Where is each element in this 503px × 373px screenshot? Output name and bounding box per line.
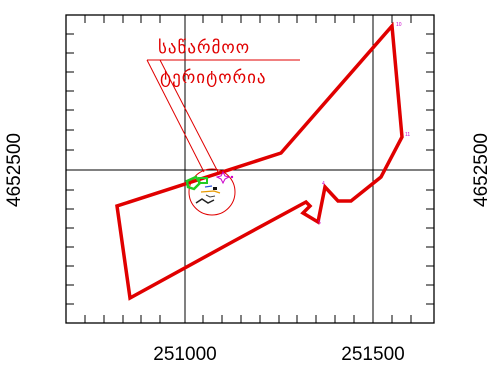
facility-star: [215, 170, 231, 185]
vertex-label-5: 5: [318, 220, 321, 226]
vertex-label-11: 11: [405, 132, 410, 138]
callout-leader-2: [159, 59, 219, 173]
x-tick-label-251500: 251500: [341, 344, 404, 365]
facility-path-blue: [204, 185, 213, 188]
facility-path-orange: [200, 190, 221, 194]
facility-dot: [230, 175, 234, 179]
territory-boundary: [115, 21, 404, 301]
y-tick-label-right: 4652500: [471, 133, 492, 207]
territory-label-line1: საწარმოო: [158, 38, 250, 58]
facility-path-dark: [195, 198, 215, 204]
green-building: [185, 175, 202, 191]
facility-marker-black: [213, 187, 217, 190]
frame-ticks: [66, 15, 434, 323]
y-tick-label-left: 4652500: [4, 133, 25, 207]
green-building-2: [198, 177, 208, 184]
x-tick-label-251000: 251000: [153, 344, 216, 365]
map-frame: [65, 14, 435, 324]
facility-path-small: [205, 194, 216, 198]
territory-label-line2: ტერიტორია: [160, 68, 267, 88]
vertex-label-4: 4: [322, 181, 325, 187]
facility-features: [185, 170, 234, 204]
vertex-label-10: 10: [396, 22, 402, 28]
facility-circle: [188, 168, 236, 216]
callout-leader: [146, 59, 205, 173]
